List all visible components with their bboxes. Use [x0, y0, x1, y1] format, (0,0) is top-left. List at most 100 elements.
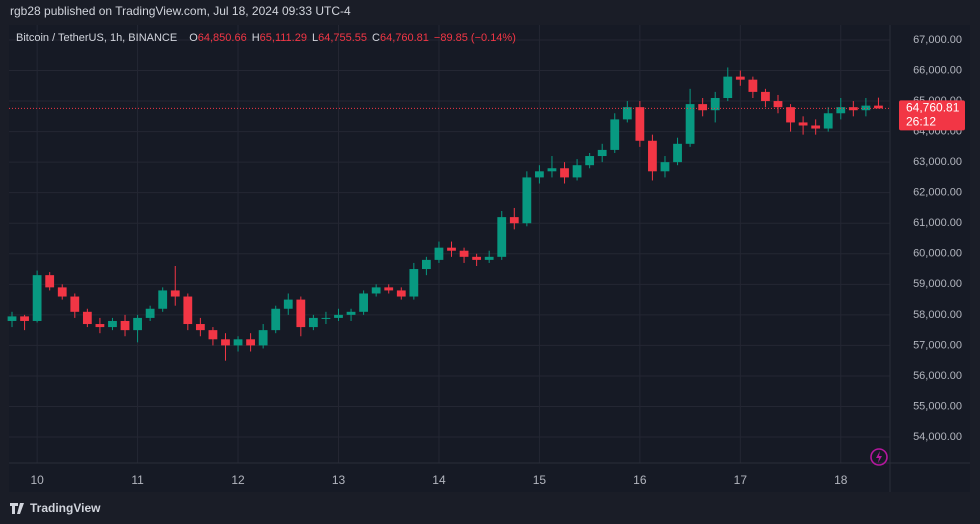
candle-body	[836, 107, 846, 114]
candle-body	[723, 76, 733, 98]
candle-body	[271, 308, 281, 331]
legend-key: H	[252, 32, 260, 44]
legend-key: L	[312, 32, 318, 44]
candle-body	[308, 317, 318, 328]
candle-body	[183, 296, 193, 325]
candle-body	[95, 324, 105, 328]
y-tick-label: 61,000.00	[913, 217, 962, 229]
candle-body	[57, 287, 67, 297]
countdown: 26:12	[906, 115, 936, 129]
icon-bolt	[876, 451, 882, 463]
x-tick-label: 14	[432, 473, 446, 487]
y-tick-label: 58,000.00	[913, 309, 962, 321]
candle-body	[786, 107, 795, 123]
candle-body	[145, 308, 155, 318]
logo-mark	[10, 503, 24, 514]
y-tick-label: 59,000.00	[913, 278, 962, 290]
candle-body	[346, 311, 356, 315]
last-price-tag	[899, 100, 965, 131]
candle-body	[258, 330, 268, 346]
x-tick-label: 13	[332, 473, 346, 487]
candle-body	[535, 171, 544, 178]
candle-body	[321, 317, 331, 319]
legend-value: 64,760.81	[380, 32, 429, 44]
candle-body	[120, 320, 130, 331]
candle-body	[371, 287, 381, 294]
candle-body	[497, 217, 507, 257]
candle-body	[610, 119, 620, 150]
candle-body	[283, 299, 293, 309]
candle-body	[334, 314, 343, 318]
x-tick-label: 17	[734, 473, 748, 487]
legend-key: O	[189, 32, 198, 44]
candle-body	[848, 107, 858, 111]
legend-change: −89.85 (−0.14%)	[434, 32, 516, 44]
candle-body	[195, 324, 205, 331]
candle-body	[773, 101, 783, 108]
candle-body	[509, 217, 519, 224]
candle-body	[798, 122, 808, 126]
candle-body	[384, 287, 394, 291]
footer-brand: TradingView	[30, 501, 101, 515]
candle-body	[673, 143, 682, 163]
lightning-icon	[870, 448, 888, 466]
candle-body	[170, 290, 180, 297]
y-tick-label: 67,000.00	[913, 34, 962, 46]
candle-body	[560, 168, 569, 178]
candle-body	[20, 316, 29, 321]
legend-key: C	[372, 32, 380, 44]
candle-body	[572, 165, 582, 178]
candle-body	[409, 269, 419, 297]
candle-body	[472, 256, 482, 260]
candle-body	[133, 317, 142, 331]
candle-body	[874, 105, 883, 109]
candle-body	[208, 330, 218, 340]
x-tick-label: 18	[834, 473, 848, 487]
candle-body	[70, 296, 80, 312]
candle-body	[597, 149, 607, 157]
candle-body	[233, 339, 243, 346]
candle-body	[459, 250, 469, 257]
y-tick-label: 55,000.00	[913, 400, 962, 412]
candle-body	[823, 113, 833, 129]
candle-body	[158, 290, 168, 309]
candle-body	[221, 339, 230, 346]
candle-body	[434, 247, 444, 260]
candle-body	[45, 275, 55, 288]
candle-body	[82, 311, 92, 325]
legend-value: 64,755.55	[318, 32, 367, 44]
candle-body	[32, 275, 42, 321]
legend-value: 65,111.29	[260, 32, 307, 44]
x-tick-label: 16	[633, 473, 647, 487]
chart-title: Bitcoin / TetherUS, 1h, BINANCE	[16, 32, 177, 44]
candle-body	[108, 320, 117, 328]
plot	[7, 25, 890, 463]
candle-body	[246, 339, 255, 346]
candle-body	[359, 293, 369, 312]
publish-info: rgb28 published on TradingView.com, Jul …	[10, 4, 351, 18]
candle-body	[547, 168, 557, 172]
candle-body	[296, 299, 306, 328]
y-tick-label: 54,000.00	[913, 431, 962, 443]
candle-body	[585, 156, 595, 166]
x-tick-label: 10	[30, 473, 44, 487]
candle-body	[648, 140, 657, 172]
last-price-label: 64,760.81	[906, 101, 960, 115]
candle-body	[761, 91, 770, 102]
y-tick-label: 63,000.00	[913, 156, 962, 168]
candle-body	[811, 125, 821, 129]
candle-body	[447, 247, 456, 251]
candle-body	[422, 259, 431, 270]
candle-body	[396, 290, 406, 297]
candle-body	[522, 177, 532, 224]
y-tick-label: 60,000.00	[913, 248, 962, 260]
ohlc-legend: Bitcoin / TetherUS, 1h, BINANCE O 64,850.6…	[16, 32, 516, 44]
candle-body	[748, 79, 758, 92]
candle-body	[622, 107, 632, 120]
candle-body	[7, 316, 17, 321]
candle-body	[861, 105, 871, 111]
candle-body	[635, 107, 645, 141]
x-tick-label: 12	[231, 473, 245, 487]
candle-body	[710, 98, 720, 111]
